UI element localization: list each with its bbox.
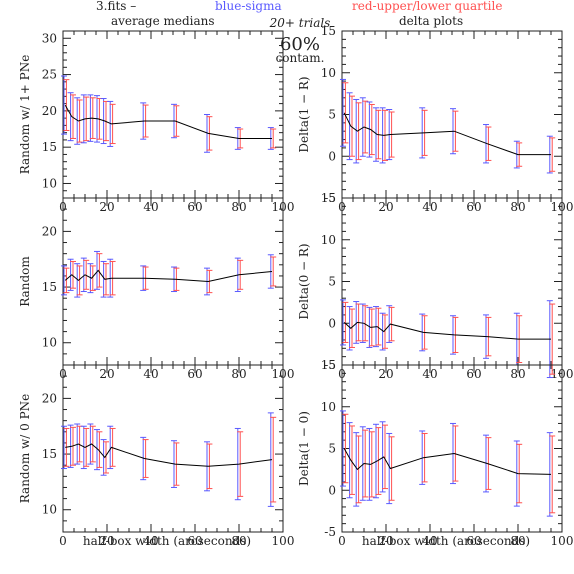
x-tick-label: 40	[422, 534, 437, 548]
x-tick-label: 20	[99, 534, 114, 548]
median-line	[65, 443, 273, 467]
y-tick-label: 30	[42, 31, 57, 45]
x-tick-label: 60	[466, 534, 481, 548]
y-tick-label: 0	[328, 149, 336, 163]
x-tick-label: 40	[143, 367, 158, 381]
y-tick-label: 20	[42, 104, 57, 118]
x-tick-label: 20	[99, 367, 114, 381]
plot-frame	[341, 30, 563, 199]
y-tick-label: 5	[328, 275, 336, 289]
y-tick-label: -5	[324, 191, 336, 205]
median-line	[64, 269, 273, 283]
y-tick-label: 0	[328, 483, 336, 497]
x-tick-label: 80	[231, 534, 246, 548]
plot-frame	[341, 197, 563, 366]
plot-frame	[62, 197, 284, 366]
y-tick-label: 10	[321, 400, 336, 414]
x-tick-label: 60	[187, 200, 202, 214]
y-axis-label: Random w/ 0 PNe	[18, 394, 32, 504]
y-tick-label: 15	[321, 191, 336, 205]
x-tick-label: 60	[466, 367, 481, 381]
y-axis-label: Delta(1 − R)	[297, 76, 311, 152]
contam-label: contam.	[276, 51, 325, 65]
x-tick-label: 40	[143, 534, 158, 548]
y-tick-label: 15	[42, 447, 57, 461]
y-tick-label: 20	[42, 224, 57, 238]
y-tick-label: -5	[324, 525, 336, 539]
x-tick-label: 40	[422, 367, 437, 381]
x-tick-label: 0	[59, 534, 67, 548]
x-tick-label: 20	[378, 534, 393, 548]
x-tick-label: 20	[378, 200, 393, 214]
plot-frame	[341, 364, 563, 533]
y-tick-label: 10	[42, 176, 57, 190]
y-axis-label: Random	[18, 256, 32, 307]
x-tick-label: 100	[272, 534, 295, 548]
contam-value: 60%	[280, 34, 320, 55]
x-tick-label: 80	[231, 200, 246, 214]
y-tick-label: 10	[321, 66, 336, 80]
y-tick-label: 15	[42, 140, 57, 154]
plot-frame	[62, 364, 284, 533]
right-column-title: delta plots	[399, 14, 463, 28]
x-tick-label: 60	[187, 367, 202, 381]
median-line	[343, 321, 551, 340]
y-axis-label: Random w/ 1+ PNe	[18, 55, 32, 175]
x-axis-label-right: half-box width (arcseconds)	[362, 534, 530, 548]
x-tick-label: 80	[510, 367, 525, 381]
y-tick-label: -5	[324, 358, 336, 372]
y-tick-label: 10	[321, 233, 336, 247]
y-tick-label: 5	[328, 108, 336, 122]
x-tick-label: 20	[378, 367, 393, 381]
y-tick-label: 10	[42, 503, 57, 517]
x-tick-label: 60	[187, 534, 202, 548]
y-tick-label: 25	[42, 68, 57, 82]
file-label: 3.fits –	[96, 0, 136, 13]
median-line	[64, 104, 272, 139]
x-axis-label-left: half-box width (arcseconds)	[83, 534, 251, 548]
y-axis-label: Delta(1 − 0)	[297, 411, 311, 486]
median-line	[343, 112, 551, 156]
x-tick-label: 0	[338, 534, 346, 548]
x-tick-label: 80	[510, 200, 525, 214]
y-tick-label: 0	[328, 316, 336, 330]
trials-label: 20+ trials	[269, 16, 331, 30]
x-tick-label: 80	[510, 534, 525, 548]
x-tick-label: 80	[231, 367, 246, 381]
y-tick-label: 10	[42, 336, 57, 350]
left-column-title: average medians	[111, 14, 215, 28]
red-quartile-label: red-upper/lower quartile	[352, 0, 502, 13]
y-tick-label: 5	[328, 442, 336, 456]
median-line	[343, 448, 552, 475]
y-tick-label: 15	[321, 358, 336, 372]
y-tick-label: 15	[42, 280, 57, 294]
y-axis-label: Delta(0 − R)	[297, 243, 311, 319]
x-tick-label: 60	[466, 200, 481, 214]
x-tick-label: 100	[551, 534, 574, 548]
y-tick-label: 20	[42, 391, 57, 405]
x-tick-label: 40	[143, 200, 158, 214]
panel-random-0pne: 0 20 40 60 80 100 10 15 20 Random w/ 0 PNe	[18, 364, 295, 548]
y-tick-label: 15	[321, 24, 336, 38]
x-tick-label: 20	[99, 200, 114, 214]
blue-sigma-label: blue-sigma	[215, 0, 282, 13]
plot-frame	[62, 30, 284, 199]
x-tick-label: 40	[422, 200, 437, 214]
